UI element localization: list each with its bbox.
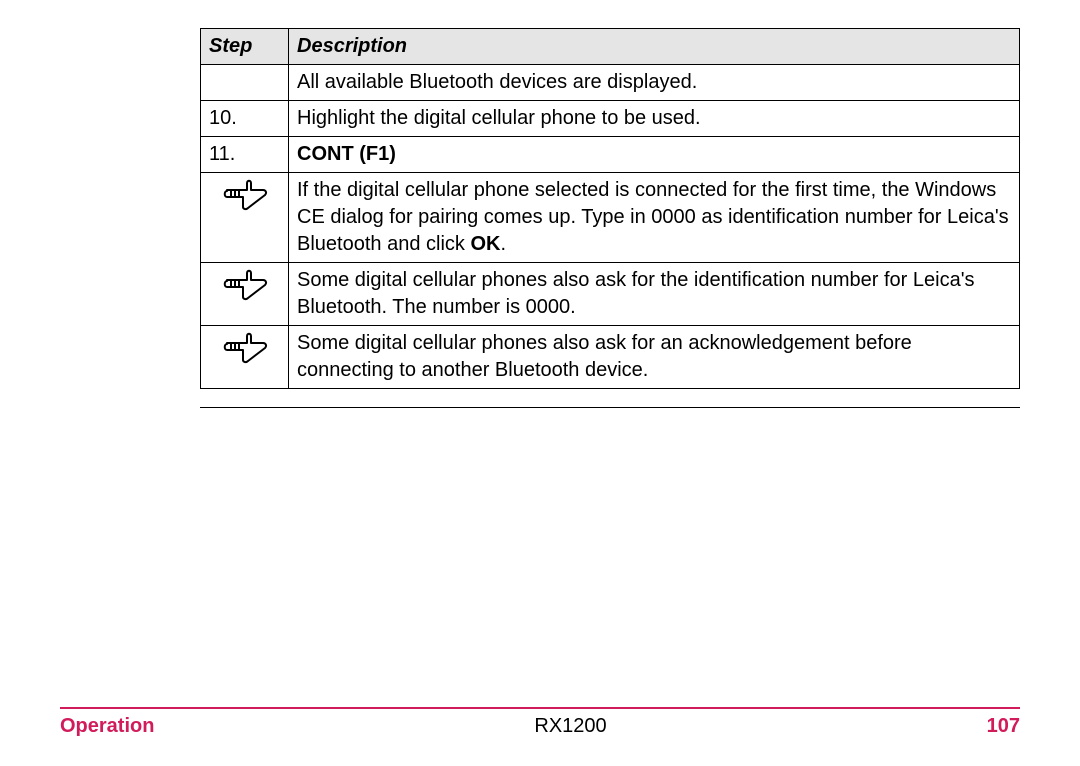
footer-model: RX1200: [534, 715, 606, 738]
footer-rule: [60, 707, 1020, 709]
desc-cell: All available Bluetooth devices are disp…: [289, 65, 1020, 101]
step-cell-icon: [201, 173, 289, 263]
table-row: All available Bluetooth devices are disp…: [201, 65, 1020, 101]
footer-section-title: Operation: [60, 715, 154, 738]
pointing-hand-icon: [209, 330, 280, 364]
steps-table: Step Description All available Bluetooth…: [200, 28, 1020, 389]
desc-cell: Highlight the digital cellular phone to …: [289, 101, 1020, 137]
desc-cell: If the digital cellular phone selected i…: [289, 173, 1020, 263]
header-description: Description: [289, 29, 1020, 65]
table-header-row: Step Description: [201, 29, 1020, 65]
desc-cell: Some digital cellular phones also ask fo…: [289, 263, 1020, 326]
pointing-hand-icon: [209, 267, 280, 301]
step-cell-icon: [201, 326, 289, 389]
step-cell: 10.: [201, 101, 289, 137]
section-divider: [200, 407, 1020, 408]
desc-bold-tail: OK: [470, 233, 500, 255]
step-cell: [201, 65, 289, 101]
table-row: 10. Highlight the digital cellular phone…: [201, 101, 1020, 137]
pointing-hand-icon: [209, 177, 280, 211]
page-footer: Operation RX1200 107: [0, 707, 1080, 738]
table-row: Some digital cellular phones also ask fo…: [201, 263, 1020, 326]
page-body: Step Description All available Bluetooth…: [0, 0, 1080, 408]
desc-cell: Some digital cellular phones also ask fo…: [289, 326, 1020, 389]
desc-text-pre: If the digital cellular phone selected i…: [297, 179, 1009, 255]
desc-text-post: .: [500, 233, 506, 255]
footer-row: Operation RX1200 107: [60, 715, 1020, 738]
desc-bold: CONT (F1): [297, 143, 396, 165]
table-row: Some digital cellular phones also ask fo…: [201, 326, 1020, 389]
footer-page-number: 107: [987, 715, 1020, 738]
step-cell: 11.: [201, 137, 289, 173]
header-step: Step: [201, 29, 289, 65]
table-row: 11. CONT (F1): [201, 137, 1020, 173]
table-row: If the digital cellular phone selected i…: [201, 173, 1020, 263]
desc-cell: CONT (F1): [289, 137, 1020, 173]
step-cell-icon: [201, 263, 289, 326]
